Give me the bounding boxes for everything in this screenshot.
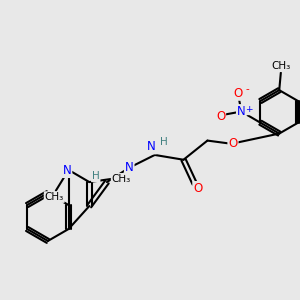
Text: CH₃: CH₃ <box>112 174 131 184</box>
Text: O: O <box>233 87 243 100</box>
Text: N: N <box>125 161 134 174</box>
Text: O: O <box>228 137 238 150</box>
Text: CH₃: CH₃ <box>271 61 290 71</box>
Text: H: H <box>92 171 100 181</box>
Text: -: - <box>245 84 249 94</box>
Text: N: N <box>237 105 246 118</box>
Text: O: O <box>193 182 203 195</box>
Text: +: + <box>245 105 253 114</box>
Text: H: H <box>160 136 168 146</box>
Text: N: N <box>147 140 156 154</box>
Text: N: N <box>63 164 71 177</box>
Text: CH₃: CH₃ <box>45 192 64 202</box>
Text: O: O <box>216 110 225 123</box>
